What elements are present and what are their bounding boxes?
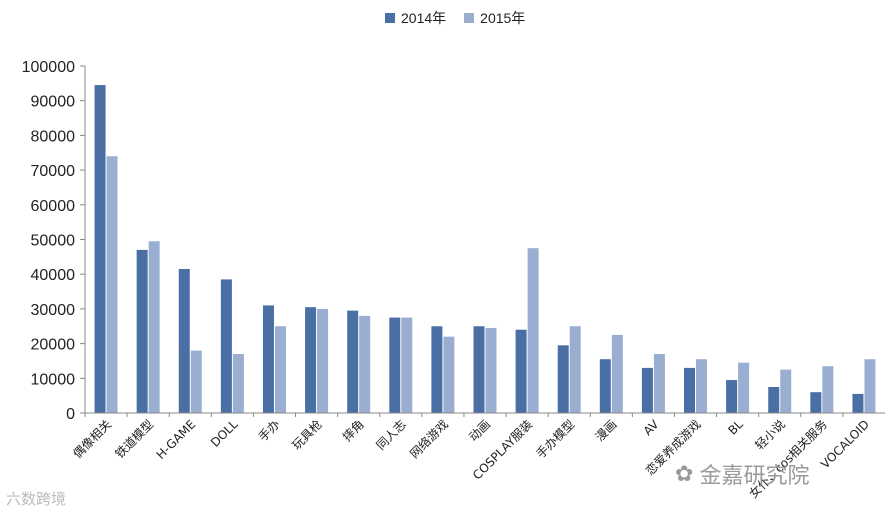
- bar-2014-4: [262, 305, 274, 413]
- bar-2015-17: [822, 366, 834, 413]
- x-tick-label-0: 偶像相关: [70, 417, 114, 461]
- bar-2015-6: [359, 315, 371, 413]
- y-tick-label-4: 40000: [31, 267, 76, 284]
- y-tick-label-5: 50000: [31, 233, 76, 250]
- bar-2015-4: [274, 326, 286, 413]
- y-tick-label-10: 100000: [22, 59, 75, 76]
- bar-2015-10: [527, 248, 539, 413]
- bar-2015-16: [780, 369, 792, 413]
- bar-2014-3: [220, 279, 232, 413]
- x-tick-label-11: 手办模型: [533, 417, 578, 462]
- bar-2015-13: [653, 354, 665, 413]
- watermark-left-text: 六数跨境: [6, 490, 67, 508]
- bar-2014-1: [136, 249, 148, 413]
- y-tick-label-9: 90000: [31, 94, 76, 111]
- bar-2014-11: [557, 345, 569, 413]
- bar-2014-8: [431, 326, 443, 413]
- legend-swatch-2015: [464, 13, 475, 23]
- bar-2015-0: [106, 156, 118, 413]
- bar-2014-0: [94, 85, 106, 414]
- chart-legend: 2014年 2015年: [385, 8, 525, 28]
- bar-2014-7: [389, 317, 401, 413]
- bar-2015-15: [738, 362, 750, 413]
- bar-2014-15: [726, 380, 738, 413]
- bar-2015-3: [232, 354, 244, 413]
- bar-2014-13: [641, 367, 653, 413]
- y-tick-label-6: 60000: [31, 198, 76, 215]
- legend-swatch-2014: [385, 13, 395, 23]
- x-tick-label-5: 玩具枪: [289, 417, 325, 453]
- bar-2014-10: [515, 329, 527, 413]
- x-tick-label-3: DOLL: [208, 417, 241, 450]
- x-tick-label-13: AV: [641, 417, 663, 439]
- legend-label-2014: 2014年: [401, 10, 447, 26]
- bar-2014-6: [347, 310, 359, 413]
- bar-2014-12: [599, 359, 611, 413]
- bar-2014-5: [305, 307, 317, 413]
- bar-2015-5: [317, 308, 329, 413]
- bar-2015-18: [864, 359, 876, 413]
- bar-2014-14: [684, 367, 696, 413]
- legend-label-2015: 2015年: [480, 10, 526, 26]
- y-tick-label-0: 0: [66, 406, 75, 423]
- x-tick-label-4: 手办: [255, 417, 283, 445]
- bar-2015-11: [569, 326, 581, 413]
- legend-item-2015: 2015年: [464, 8, 525, 28]
- y-tick-label-1: 10000: [31, 371, 76, 388]
- bars-group: [94, 85, 876, 414]
- axes-group: [84, 66, 885, 414]
- y-ticks-group: 0 10000 20000 30000 40000 50000 60000 70000 8000…: [22, 59, 85, 423]
- bar-2014-9: [473, 326, 485, 413]
- watermark-right: ✿ 金嘉研究院: [675, 458, 809, 490]
- bar-2014-2: [178, 268, 190, 413]
- x-tick-label-16: 轻小说: [752, 417, 788, 453]
- x-tick-label-9: 动画: [466, 417, 493, 444]
- x-tick-label-6: 摔角: [340, 417, 367, 444]
- watermark-right-text: 金嘉研究院: [699, 464, 810, 489]
- x-tick-label-1: 铁道模型: [112, 417, 156, 461]
- bar-2015-14: [696, 359, 708, 413]
- bar-2015-1: [148, 241, 160, 413]
- x-tick-label-8: 网络游戏: [406, 417, 451, 462]
- bar-2014-16: [768, 386, 780, 413]
- bar-2015-9: [485, 327, 497, 413]
- bar-2015-8: [443, 336, 455, 413]
- watermark-left: 六数跨境: [6, 488, 66, 509]
- bar-2015-2: [190, 350, 202, 413]
- bar-2014-18: [852, 393, 864, 413]
- bar-2015-7: [401, 317, 413, 413]
- wechat-icon: ✿: [675, 461, 694, 487]
- x-tick-label-12: 漫画: [593, 417, 620, 444]
- y-tick-label-3: 30000: [31, 302, 76, 319]
- x-tick-label-7: 同人志: [374, 417, 409, 452]
- legend-item-2014: 2014年: [385, 8, 446, 28]
- x-tick-label-2: H-GAME: [154, 417, 199, 462]
- y-tick-label-2: 20000: [31, 337, 76, 354]
- bar-2015-12: [611, 334, 623, 413]
- y-tick-label-8: 80000: [31, 128, 76, 145]
- y-tick-label-7: 70000: [31, 163, 76, 180]
- x-tick-label-15: BL: [725, 417, 746, 438]
- bar-2014-17: [810, 392, 822, 413]
